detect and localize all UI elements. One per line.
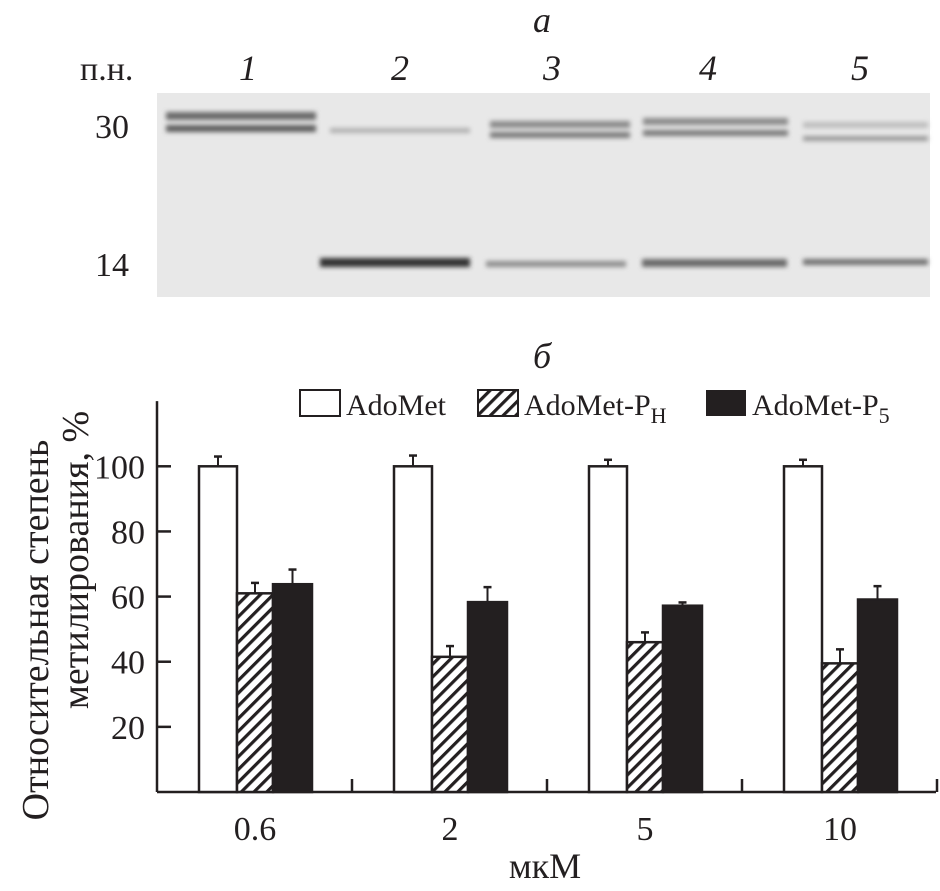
y-tick-label: 20 (111, 710, 145, 747)
band (490, 121, 630, 128)
band (642, 259, 787, 267)
legend-label: AdoMet-PH (524, 389, 667, 428)
band (166, 125, 316, 132)
legend-label: AdoMet-P5 (752, 389, 890, 428)
bar-black (856, 598, 899, 794)
marker-30: 30 (95, 109, 129, 146)
plot-area: 20 40 60 80 100 0.6 2 5 10 (94, 401, 939, 848)
y-axis-label-line2: метилирования, % (55, 411, 97, 709)
legend-swatch-hatched (477, 389, 519, 417)
x-tick-label: 0.6 (234, 811, 277, 848)
y-tick-label: 80 (111, 514, 145, 551)
band (803, 259, 928, 265)
lane-number: 3 (542, 48, 561, 88)
band (330, 128, 470, 133)
band (320, 258, 470, 267)
x-axis-label: мкМ (509, 846, 581, 886)
band (803, 122, 928, 128)
x-tick-label: 10 (823, 811, 857, 848)
bar-black (271, 582, 314, 794)
bar-white (782, 465, 824, 794)
band (803, 136, 928, 141)
legend-swatch-white (299, 389, 341, 417)
y-tick-label: 40 (111, 645, 145, 682)
band (166, 112, 316, 120)
band (643, 130, 788, 136)
x-tick-label: 2 (442, 811, 459, 848)
y-tick-label: 60 (111, 580, 145, 617)
y-axis-label-line1: Относительная степень (15, 440, 57, 821)
y-tick-label: 100 (94, 449, 145, 486)
legend: AdoMet AdoMet-PH AdoMet-P5 (299, 389, 890, 428)
lane-number: 1 (239, 48, 257, 88)
band (486, 261, 626, 267)
gel-bands (166, 112, 928, 267)
bar-hatched (820, 662, 860, 794)
legend-swatch-black (706, 390, 746, 416)
lane-numbers: 1 2 3 4 5 (239, 48, 869, 88)
bar-hatched (430, 655, 470, 794)
bar-hatched (235, 592, 275, 794)
lane-number: 4 (699, 48, 717, 88)
bar-white (197, 465, 239, 794)
lane-number: 2 (391, 48, 409, 88)
bar-black (466, 600, 509, 794)
legend-label: AdoMet (346, 389, 447, 422)
panel-b-letter: б (533, 336, 553, 376)
gel-image (157, 93, 930, 297)
bar-white (392, 465, 434, 794)
band (490, 132, 630, 138)
band (643, 118, 788, 125)
size-unit-label: п.н. (80, 51, 133, 88)
bar-black (661, 604, 704, 794)
panel-a-letter: а (533, 0, 551, 40)
bar-hatched (625, 640, 665, 794)
x-tick-label: 5 (637, 811, 654, 848)
bar-white (587, 465, 629, 794)
marker-14: 14 (95, 247, 129, 284)
lane-number: 5 (851, 48, 869, 88)
